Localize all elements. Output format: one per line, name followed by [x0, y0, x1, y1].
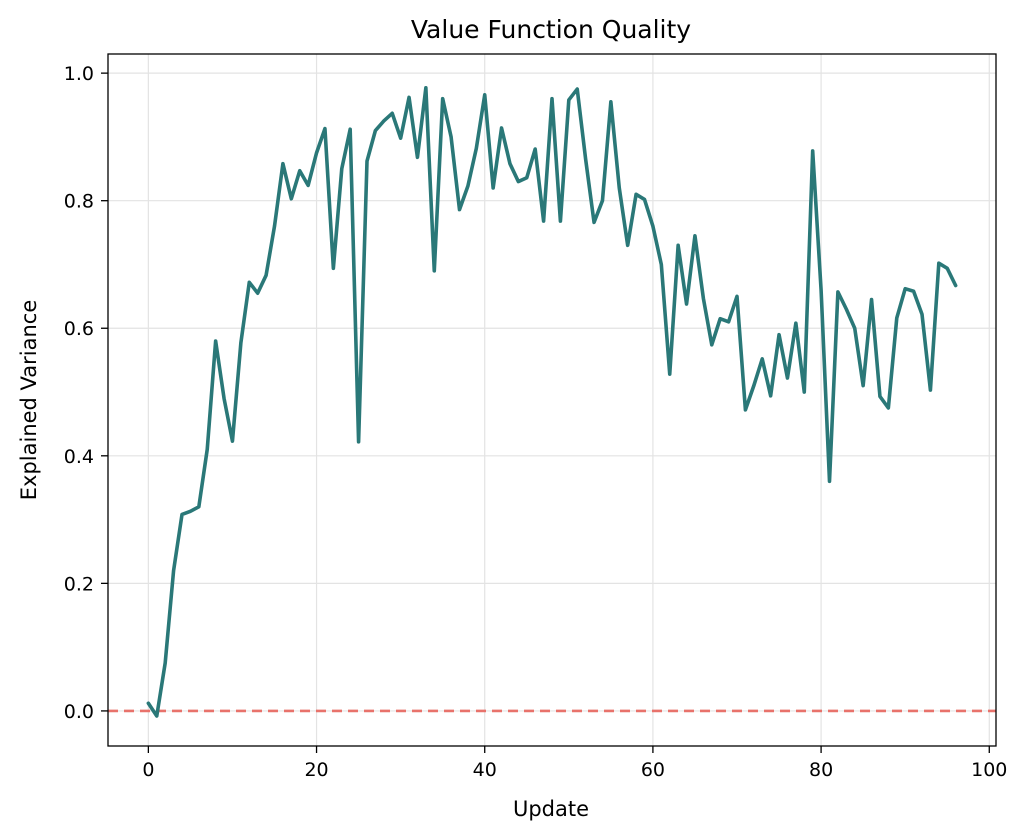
x-tick-label: 80 [809, 759, 833, 781]
series-line [146, 86, 958, 718]
x-axis: 0 20 40 60 80 100 [142, 746, 1007, 781]
y-tick-label: 0.2 [64, 573, 94, 595]
y-tick-label: 0.8 [64, 191, 94, 213]
y-tick-label: 1.0 [64, 63, 94, 85]
y-tick-label: 0.6 [64, 318, 94, 340]
x-tick-label: 60 [641, 759, 665, 781]
x-tick-label: 40 [473, 759, 497, 781]
plot-frame [107, 53, 997, 747]
y-axis: 0.0 0.2 0.4 0.6 0.8 1.0 [64, 63, 108, 723]
x-tick-label: 0 [142, 759, 154, 781]
y-tick-label: 0.4 [64, 446, 94, 468]
y-tick-label: 0.0 [64, 701, 94, 723]
series-group [146, 86, 958, 718]
x-tick-label: 20 [304, 759, 328, 781]
x-tick-label: 100 [971, 759, 1007, 781]
x-axis-label: Update [513, 797, 589, 821]
chart-title: Value Function Quality [411, 15, 691, 44]
y-axis-label: Explained Variance [17, 300, 41, 501]
